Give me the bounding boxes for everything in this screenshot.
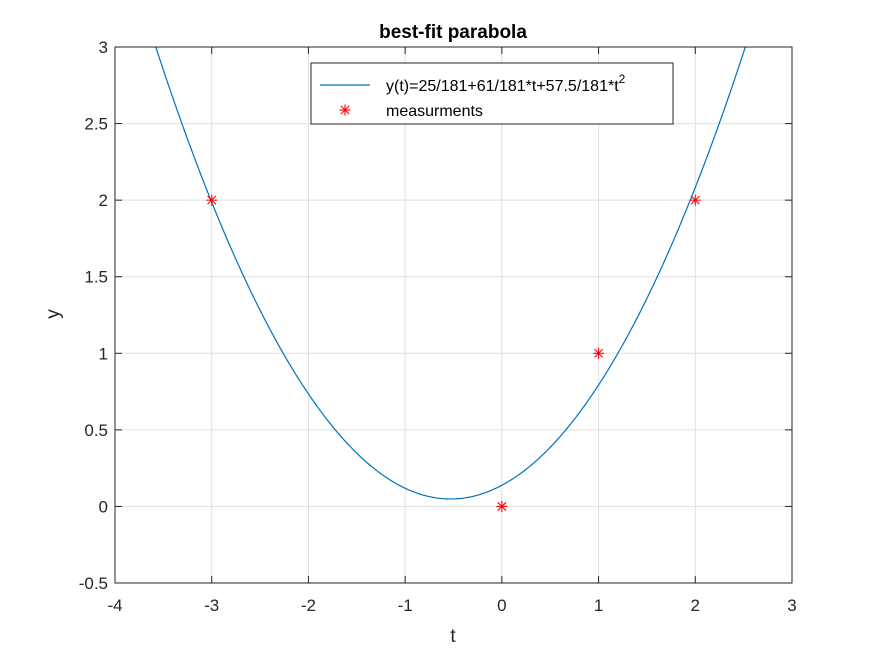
plot-frame xyxy=(114,46,793,584)
legend-marker-swatch xyxy=(339,104,351,116)
y-tick-label: 1.5 xyxy=(84,268,108,287)
y-tick-label: 0 xyxy=(99,497,108,516)
x-tick-label: 0 xyxy=(497,596,506,615)
fit-curve-layer xyxy=(155,47,746,500)
y-axis-label: y xyxy=(43,309,64,319)
measurement-point xyxy=(593,347,605,359)
x-tick-label: 1 xyxy=(594,596,603,615)
legend: y(t)=25/181+61/181*t+57.5/181*t2 measurm… xyxy=(310,62,674,125)
axis-ticks: -4 -3 -2 -1 0 1 2 3 -0.5 0 0.5 1 1.5 2 2.5 3 xyxy=(79,38,797,615)
y-tick-label: 0.5 xyxy=(84,421,108,440)
y-tick-label: 2 xyxy=(99,191,108,210)
y-tick-label: 3 xyxy=(99,38,108,57)
y-tick-label: 1 xyxy=(99,344,108,363)
x-tick-label: 3 xyxy=(787,596,796,615)
y-tick-label: -0.5 xyxy=(79,574,108,593)
legend-entry-measurements: measurments xyxy=(386,103,483,120)
legend-entry-fit-exponent: 2 xyxy=(619,72,626,86)
chart-title: best-fit parabola xyxy=(379,22,527,43)
legend-entry-fit: y(t)=25/181+61/181*t+57.5/181*t2 xyxy=(386,72,626,95)
measurement-markers xyxy=(206,194,701,512)
fit-curve xyxy=(155,47,746,500)
legend-entry-fit-main: y(t)=25/181+61/181*t+57.5/181*t xyxy=(386,78,619,95)
legend-box xyxy=(310,62,674,125)
measurement-point xyxy=(206,194,218,206)
x-tick-label: -4 xyxy=(107,596,122,615)
x-axis-label: t xyxy=(450,626,456,647)
x-tick-label: -3 xyxy=(204,596,219,615)
plot-area xyxy=(115,47,792,583)
measurement-point xyxy=(689,194,701,206)
measurement-point xyxy=(496,500,508,512)
x-tick-label: -2 xyxy=(301,596,316,615)
legend-asterisk xyxy=(339,104,351,116)
grid-lines xyxy=(114,46,793,584)
x-tick-label: -1 xyxy=(398,596,413,615)
y-tick-label: 2.5 xyxy=(84,115,108,134)
x-tick-label: 2 xyxy=(691,596,700,615)
